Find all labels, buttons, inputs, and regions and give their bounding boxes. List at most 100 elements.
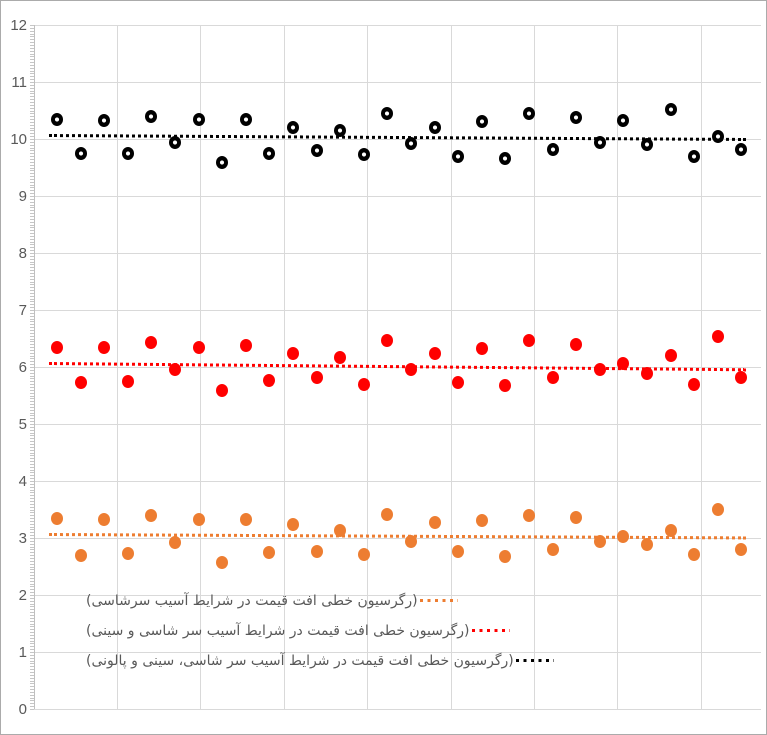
y-axis-minor-tick bbox=[30, 270, 34, 272]
y-axis-minor-tick bbox=[30, 486, 34, 488]
y-axis-minor-tick bbox=[30, 213, 34, 215]
y-axis-minor-tick bbox=[30, 466, 34, 468]
y-axis-minor-tick bbox=[30, 233, 34, 235]
y-axis-minor-tick bbox=[30, 640, 34, 642]
y-axis-minor-tick bbox=[30, 144, 34, 146]
y-axis-minor-tick bbox=[30, 443, 34, 445]
legend-label-orange: (رگرسیون خطی افت قیمت در شرایط آسیب سرشا… bbox=[86, 592, 418, 609]
data-point bbox=[239, 112, 252, 126]
y-axis-minor-tick bbox=[30, 161, 34, 163]
y-axis-minor-tick bbox=[30, 201, 34, 203]
y-axis-minor-tick bbox=[30, 349, 34, 351]
y-axis-minor-tick bbox=[30, 215, 34, 217]
data-point bbox=[617, 356, 630, 370]
data-point bbox=[51, 112, 63, 126]
data-point bbox=[735, 543, 748, 557]
y-axis-minor-tick bbox=[30, 603, 34, 605]
data-point bbox=[145, 508, 158, 522]
y-axis-minor-tick bbox=[30, 686, 34, 688]
data-point bbox=[145, 109, 158, 123]
y-axis-minor-tick bbox=[30, 304, 34, 306]
y-axis-minor-tick bbox=[30, 512, 34, 514]
y-axis-minor-tick bbox=[30, 261, 34, 263]
y-axis-minor-tick bbox=[30, 623, 34, 625]
data-point bbox=[711, 503, 724, 516]
y-axis-minor-tick bbox=[30, 475, 34, 477]
y-axis-minor-tick bbox=[30, 652, 34, 653]
y-axis-minor-tick bbox=[30, 458, 34, 460]
y-axis-minor-tick bbox=[30, 426, 34, 428]
legend-marker-dotted-line-black-icon bbox=[515, 659, 554, 662]
data-point bbox=[381, 507, 394, 521]
y-axis-minor-tick bbox=[30, 580, 34, 582]
y-axis-minor-tick bbox=[30, 338, 34, 340]
data-point bbox=[546, 143, 559, 157]
data-point bbox=[546, 543, 559, 557]
y-axis-minor-tick bbox=[30, 441, 34, 443]
y-axis-minor-tick bbox=[30, 552, 34, 554]
y-axis-minor-tick bbox=[30, 278, 34, 280]
y-axis-minor-tick bbox=[30, 267, 34, 269]
y-axis-minor-tick bbox=[30, 452, 34, 454]
y-axis-minor-tick bbox=[30, 30, 34, 32]
y-axis-minor-tick bbox=[30, 575, 34, 577]
y-axis-minor-tick bbox=[30, 689, 34, 691]
y-axis-minor-tick bbox=[30, 592, 34, 594]
y-axis-minor-tick bbox=[30, 421, 34, 423]
h-gridline bbox=[34, 253, 761, 254]
y-axis-minor-tick bbox=[30, 649, 34, 651]
y-axis-minor-tick bbox=[30, 59, 34, 61]
y-axis-minor-tick bbox=[30, 469, 34, 471]
y-axis-minor-tick bbox=[30, 64, 34, 66]
y-axis-minor-tick bbox=[30, 666, 34, 668]
y-axis-minor-tick bbox=[30, 70, 34, 72]
y-axis-minor-tick bbox=[30, 298, 34, 300]
y-axis-minor-tick bbox=[30, 449, 34, 451]
data-point bbox=[287, 517, 299, 531]
h-gridline bbox=[34, 481, 761, 482]
y-axis-minor-tick bbox=[30, 629, 34, 631]
y-axis-minor-tick bbox=[30, 586, 34, 588]
y-axis-minor-tick bbox=[30, 315, 34, 317]
y-axis-minor-tick bbox=[30, 147, 34, 149]
y-axis-minor-tick bbox=[30, 221, 34, 223]
y-axis-minor-tick bbox=[30, 424, 34, 425]
data-point bbox=[263, 146, 276, 160]
y-axis-minor-tick bbox=[30, 167, 34, 169]
data-point bbox=[617, 530, 630, 544]
data-point bbox=[287, 120, 299, 134]
y-axis-minor-tick bbox=[30, 238, 34, 240]
data-point bbox=[593, 136, 606, 150]
y-axis-minor-tick bbox=[30, 264, 34, 266]
y-axis-tick-label: 6 bbox=[18, 359, 27, 376]
y-axis-minor-tick bbox=[30, 292, 34, 294]
y-axis-minor-tick bbox=[30, 352, 34, 354]
y-axis-minor-tick bbox=[30, 418, 34, 420]
y-axis-minor-tick bbox=[30, 515, 34, 517]
y-axis-minor-tick bbox=[30, 694, 34, 696]
y-axis-minor-tick bbox=[30, 395, 34, 397]
y-axis-minor-tick bbox=[30, 156, 34, 158]
h-gridline bbox=[34, 25, 761, 26]
y-axis-minor-tick bbox=[30, 634, 34, 636]
y-axis-minor-tick bbox=[30, 435, 34, 437]
y-axis bbox=[34, 25, 35, 709]
y-axis-minor-tick bbox=[30, 432, 34, 434]
y-axis-minor-tick bbox=[30, 335, 34, 337]
y-axis-tick-label: 11 bbox=[11, 74, 27, 91]
y-axis-minor-tick bbox=[30, 184, 34, 186]
y-axis-minor-tick bbox=[30, 321, 34, 323]
y-axis-minor-tick bbox=[30, 438, 34, 440]
y-axis-minor-tick bbox=[30, 36, 34, 38]
y-axis-minor-tick bbox=[30, 500, 34, 502]
y-axis-minor-tick bbox=[30, 255, 34, 257]
y-axis-minor-tick bbox=[30, 101, 34, 103]
y-axis-minor-tick bbox=[30, 609, 34, 611]
y-axis-minor-tick bbox=[30, 543, 34, 545]
y-axis-minor-tick bbox=[30, 671, 34, 673]
y-axis-minor-tick bbox=[30, 178, 34, 180]
data-point bbox=[169, 363, 181, 377]
y-axis-minor-tick bbox=[30, 409, 34, 411]
data-point bbox=[452, 376, 465, 390]
y-axis-minor-tick bbox=[30, 153, 34, 155]
